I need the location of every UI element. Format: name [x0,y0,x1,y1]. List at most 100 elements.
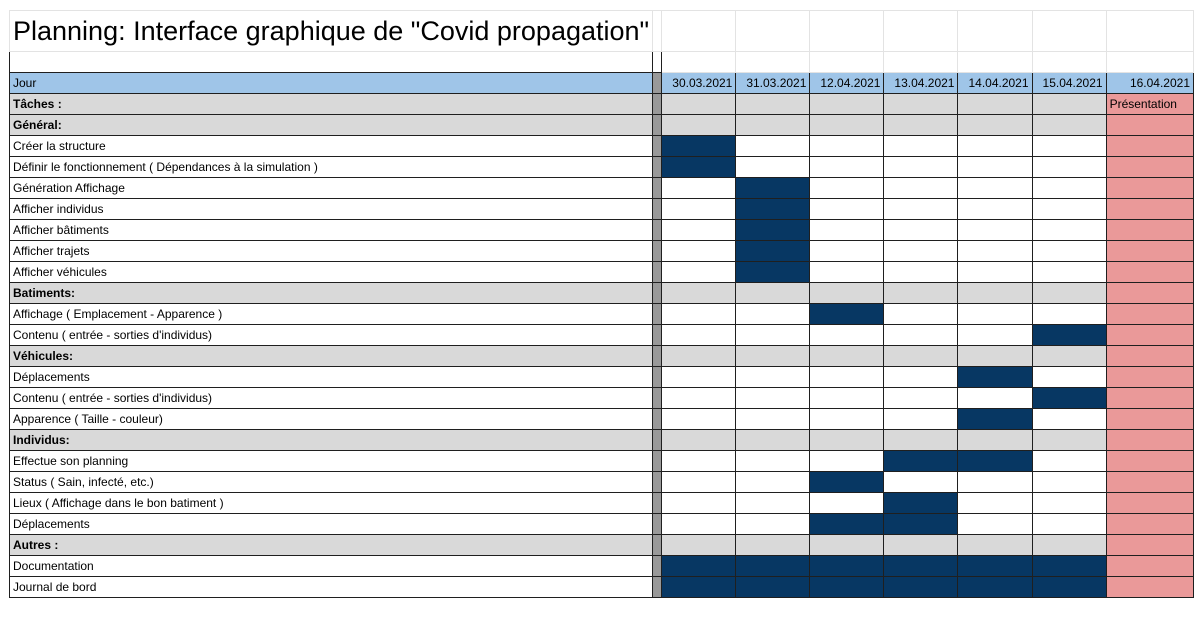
day-cell[interactable] [883,240,959,262]
day-cell[interactable] [883,345,959,367]
task-label[interactable]: Créer la structure [8,135,654,157]
presentation-cell[interactable] [1105,408,1194,430]
day-cell[interactable] [735,324,811,346]
task-bar-cell[interactable] [735,576,811,598]
day-cell[interactable] [735,345,811,367]
task-bar-cell[interactable] [735,198,811,220]
day-cell[interactable] [661,366,737,388]
day-cell[interactable] [809,93,885,115]
day-cell[interactable] [1031,492,1107,514]
day-cell[interactable] [661,114,737,136]
task-bar-cell[interactable] [957,366,1033,388]
presentation-cell[interactable] [1105,135,1194,157]
task-label[interactable]: Afficher véhicules [8,261,654,283]
presentation-cell[interactable] [1105,429,1194,451]
day-cell[interactable] [809,534,885,556]
task-bar-cell[interactable] [735,261,811,283]
day-cell[interactable] [957,114,1033,136]
day-cell[interactable] [957,345,1033,367]
task-bar-cell[interactable] [661,555,737,577]
day-cell[interactable] [809,492,885,514]
task-bar-cell[interactable] [809,303,885,325]
cell[interactable] [957,10,1033,52]
day-cell[interactable] [957,429,1033,451]
day-cell[interactable] [957,324,1033,346]
task-bar-cell[interactable] [735,177,811,199]
day-cell[interactable] [661,471,737,493]
task-bar-cell[interactable] [957,555,1033,577]
presentation-cell[interactable] [1105,345,1194,367]
separator-cell[interactable] [652,450,663,472]
day-cell[interactable] [661,219,737,241]
task-bar-cell[interactable] [883,576,959,598]
day-cell[interactable] [735,366,811,388]
cell[interactable] [661,51,737,73]
cell[interactable] [661,10,737,52]
day-cell[interactable] [661,282,737,304]
separator-cell[interactable] [652,240,663,262]
task-label[interactable]: Effectue son planning [8,450,654,472]
day-cell[interactable] [1031,408,1107,430]
day-cell[interactable] [735,387,811,409]
date-header[interactable]: 15.04.2021 [1031,72,1107,94]
separator-cell[interactable] [652,114,663,136]
day-cell[interactable] [1031,303,1107,325]
day-cell[interactable] [735,408,811,430]
day-cell[interactable] [735,471,811,493]
separator-cell[interactable] [652,408,663,430]
presentation-cell[interactable] [1105,555,1194,577]
day-cell[interactable] [1031,261,1107,283]
cell[interactable] [735,51,811,73]
task-label[interactable]: Documentation [8,555,654,577]
day-cell[interactable] [809,387,885,409]
date-header[interactable]: 30.03.2021 [661,72,737,94]
task-label[interactable]: Contenu ( entrée - sorties d'individus) [8,387,654,409]
day-cell[interactable] [1031,240,1107,262]
section-label[interactable]: Individus: [8,429,654,451]
cell[interactable] [1031,51,1107,73]
separator-cell[interactable] [652,387,663,409]
presentation-cell[interactable] [1105,303,1194,325]
day-cell[interactable] [957,387,1033,409]
separator-cell[interactable] [652,324,663,346]
separator-cell[interactable] [652,303,663,325]
presentation-cell[interactable] [1105,492,1194,514]
presentation-cell[interactable] [1105,324,1194,346]
cell[interactable] [957,51,1033,73]
task-label[interactable]: Status ( Sain, infecté, etc.) [8,471,654,493]
separator-cell[interactable] [652,366,663,388]
day-cell[interactable] [883,303,959,325]
day-cell[interactable] [957,513,1033,535]
day-cell[interactable] [661,450,737,472]
day-cell[interactable] [735,135,811,157]
cell[interactable] [1105,10,1194,52]
separator-cell[interactable] [652,261,663,283]
separator-cell[interactable] [652,471,663,493]
presentation-cell[interactable] [1105,282,1194,304]
presentation-cell[interactable] [1105,450,1194,472]
task-bar-cell[interactable] [735,555,811,577]
presentation-cell[interactable] [1105,387,1194,409]
day-cell[interactable] [809,429,885,451]
presentation-cell[interactable] [1105,471,1194,493]
separator-cell[interactable] [652,534,663,556]
task-label[interactable]: Journal de bord [8,576,654,598]
separator-cell[interactable] [652,513,663,535]
day-cell[interactable] [735,156,811,178]
day-cell[interactable] [883,471,959,493]
day-cell[interactable] [809,345,885,367]
separator-cell[interactable] [652,282,663,304]
task-bar-cell[interactable] [661,576,737,598]
cell[interactable] [809,51,885,73]
task-bar-cell[interactable] [1031,387,1107,409]
task-bar-cell[interactable] [957,450,1033,472]
separator-cell[interactable] [652,177,663,199]
task-bar-cell[interactable] [809,555,885,577]
presentation-cell[interactable] [1105,219,1194,241]
task-label[interactable]: Déplacements [8,513,654,535]
task-label[interactable]: Apparence ( Taille - couleur) [8,408,654,430]
date-header[interactable]: 16.04.2021 [1105,72,1194,94]
section-label[interactable]: Véhicules: [8,345,654,367]
day-cell[interactable] [809,408,885,430]
day-cell[interactable] [735,534,811,556]
